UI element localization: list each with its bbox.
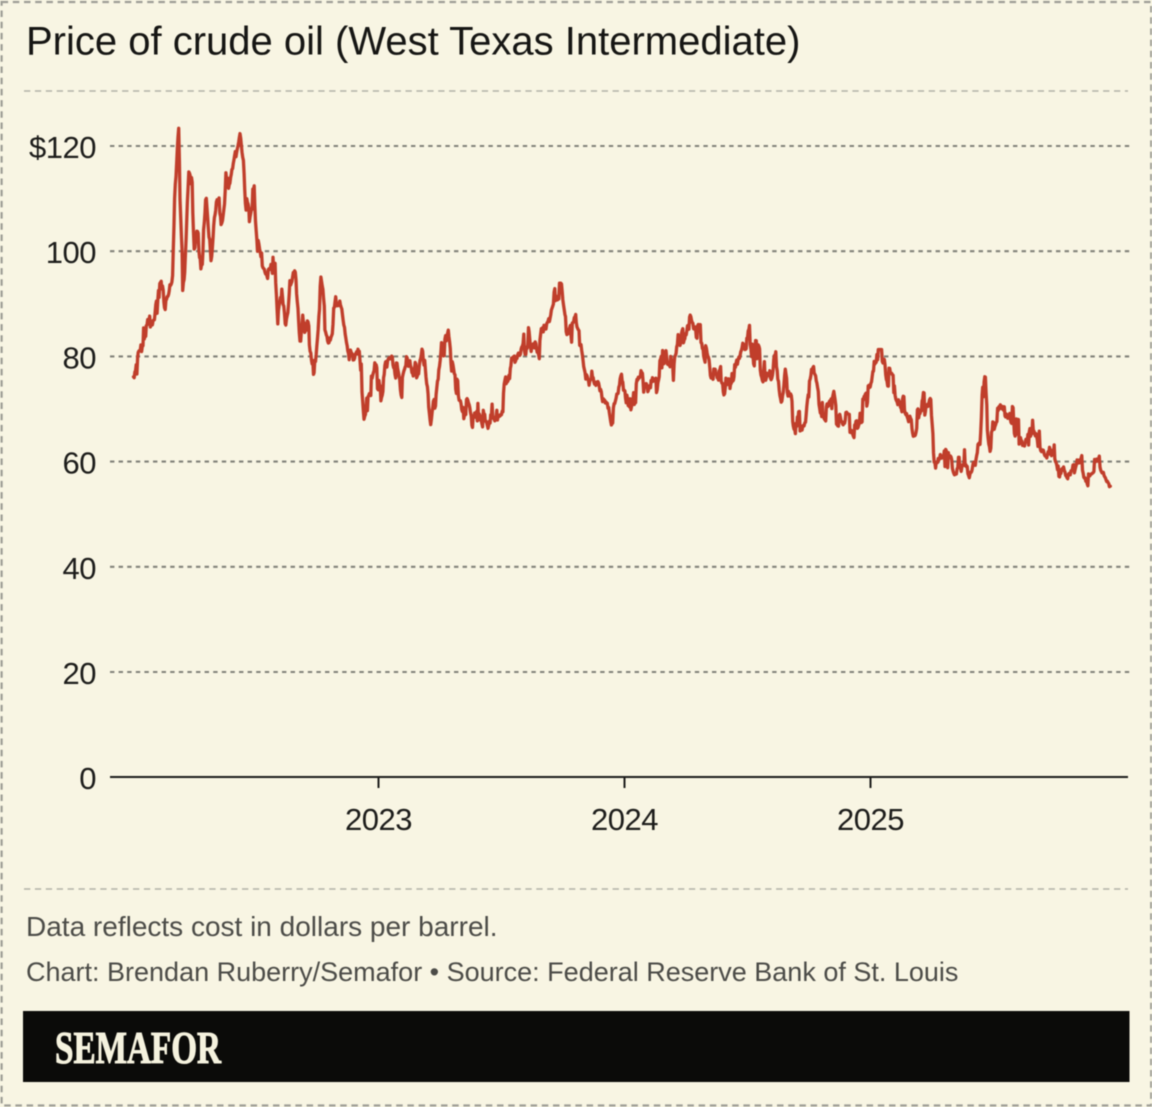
svg-text:Price of crude oil (West Texas: Price of crude oil (West Texas Intermedi…: [26, 20, 800, 64]
svg-text:20: 20: [63, 656, 97, 691]
svg-text:2025: 2025: [837, 802, 904, 837]
svg-text:80: 80: [63, 340, 97, 375]
svg-text:Data reflects cost in dollars: Data reflects cost in dollars per barrel…: [26, 911, 498, 942]
svg-text:40: 40: [63, 551, 97, 586]
svg-text:2023: 2023: [345, 802, 412, 837]
svg-text:60: 60: [63, 446, 97, 481]
svg-text:0: 0: [79, 761, 96, 796]
svg-text:$120: $120: [29, 130, 96, 165]
svg-text:2024: 2024: [591, 802, 658, 837]
svg-text:Chart: Brendan Ruberry/Semafor: Chart: Brendan Ruberry/Semafor • Source:…: [26, 957, 958, 987]
svg-text:SEMAFOR: SEMAFOR: [55, 1022, 222, 1073]
svg-text:100: 100: [46, 235, 96, 270]
